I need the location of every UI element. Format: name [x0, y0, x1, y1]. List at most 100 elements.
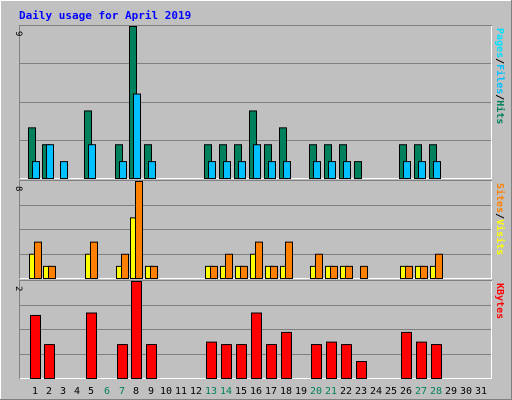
- day-label-8: 8: [133, 386, 139, 397]
- day-label-27: 27: [415, 386, 427, 397]
- day-label-21: 21: [325, 386, 337, 397]
- bar-sites-day-20: [315, 253, 323, 279]
- day-label-29: 29: [445, 386, 457, 397]
- bar-kbytes-day-28: [431, 344, 442, 379]
- bar-sites-day-1: [34, 241, 42, 279]
- bar-sites-day-13: [210, 265, 218, 279]
- bar-files-day-27: [418, 161, 426, 180]
- day-label-18: 18: [280, 386, 292, 397]
- day-label-20: 20: [310, 386, 322, 397]
- day-label-6: 6: [104, 386, 110, 397]
- bar-sites-day-16: [255, 241, 263, 279]
- day-label-15: 15: [235, 386, 247, 397]
- day-label-5: 5: [88, 386, 94, 397]
- day-label-16: 16: [250, 386, 262, 397]
- bar-files-day-26: [403, 161, 411, 180]
- bar-kbytes-day-13: [206, 341, 217, 379]
- bar-sites-day-5: [90, 241, 98, 279]
- bar-sites-day-23: [360, 265, 368, 279]
- bar-sites-day-8: [135, 181, 143, 279]
- bar-kbytes-day-23: [356, 361, 367, 379]
- bar-sites-day-18: [285, 241, 293, 279]
- bar-kbytes-day-20: [311, 344, 322, 379]
- bar-files-day-2: [46, 144, 54, 180]
- day-label-1: 1: [32, 386, 38, 397]
- bar-kbytes-day-9: [146, 344, 157, 379]
- day-label-31: 31: [475, 386, 487, 397]
- day-label-14: 14: [220, 386, 232, 397]
- day-label-28: 28: [430, 386, 442, 397]
- legend-entry: /: [494, 213, 505, 219]
- bar-kbytes-day-21: [326, 341, 337, 379]
- day-label-10: 10: [160, 386, 172, 397]
- legend-entry: Visits: [494, 219, 506, 255]
- panel-kbytes: 2 KBytes: [13, 280, 505, 380]
- bar-files-day-1: [32, 161, 40, 180]
- day-label-9: 9: [148, 386, 154, 397]
- bar-kbytes-day-14: [221, 344, 232, 379]
- day-label-3: 3: [60, 386, 66, 397]
- legend-entry: Sites: [494, 183, 506, 213]
- bar-files-day-5: [88, 144, 96, 180]
- bar-sites-day-7: [121, 253, 129, 279]
- day-label-2: 2: [46, 386, 52, 397]
- bar-kbytes-day-16: [251, 312, 262, 379]
- bar-kbytes-day-17: [266, 344, 277, 379]
- legend-entry: KBytes: [494, 283, 505, 319]
- bar-kbytes-day-27: [416, 341, 427, 379]
- panel-hits_files_pages: 9 Pages/Files/Hits: [13, 25, 506, 180]
- panel-visits_sites: 8 Sites/Visits: [13, 180, 506, 279]
- bar-files-day-7: [119, 161, 127, 180]
- bar-kbytes-day-5: [86, 312, 97, 379]
- bar-hits-day-23: [354, 161, 362, 180]
- legend-entry: Pages: [494, 28, 505, 58]
- bar-files-day-17: [268, 161, 276, 180]
- panel-legend: KBytes: [494, 283, 505, 319]
- day-label-12: 12: [190, 386, 202, 397]
- legend-entry: /: [494, 94, 505, 100]
- bar-files-day-21: [328, 161, 336, 180]
- bar-kbytes-day-15: [236, 344, 247, 379]
- day-label-25: 25: [385, 386, 397, 397]
- bar-files-day-8: [133, 93, 141, 179]
- bar-kbytes-day-18: [281, 331, 292, 379]
- bar-sites-day-15: [240, 265, 248, 279]
- y-max-label: 2: [13, 286, 23, 291]
- panel-legend: Sites/Visits: [494, 183, 506, 255]
- chart-title: Daily usage for April 2019: [19, 9, 191, 22]
- day-label-30: 30: [460, 386, 472, 397]
- bar-files-day-28: [433, 161, 441, 180]
- bar-sites-day-22: [345, 265, 353, 279]
- bar-files-day-14: [223, 161, 231, 180]
- day-label-26: 26: [400, 386, 412, 397]
- bar-sites-day-2: [48, 265, 56, 279]
- legend-entry: /: [494, 58, 505, 64]
- panel-legend: Pages/Files/Hits: [494, 28, 506, 124]
- bar-kbytes-day-7: [117, 344, 128, 379]
- day-label-13: 13: [205, 386, 217, 397]
- bar-files-day-22: [343, 161, 351, 180]
- bar-kbytes-day-2: [44, 344, 55, 379]
- bar-sites-day-14: [225, 253, 233, 279]
- bar-sites-day-17: [270, 265, 278, 279]
- legend-entry: Hits: [494, 100, 506, 124]
- bar-sites-day-9: [150, 265, 158, 279]
- bar-sites-day-27: [420, 265, 428, 279]
- day-label-24: 24: [370, 386, 382, 397]
- day-label-11: 11: [175, 386, 187, 397]
- day-label-4: 4: [74, 386, 80, 397]
- bar-files-day-18: [283, 161, 291, 180]
- bar-sites-day-21: [330, 265, 338, 279]
- bar-sites-day-28: [435, 253, 443, 279]
- bar-kbytes-day-1: [30, 314, 41, 380]
- day-label-7: 7: [119, 386, 125, 397]
- day-label-17: 17: [265, 386, 277, 397]
- y-max-label: 8: [13, 186, 23, 191]
- day-label-22: 22: [340, 386, 352, 397]
- day-label-23: 23: [355, 386, 367, 397]
- bar-kbytes-day-8: [131, 281, 142, 379]
- legend-entry: Files: [494, 64, 506, 94]
- bar-files-day-13: [208, 161, 216, 180]
- y-max-label: 9: [13, 31, 23, 36]
